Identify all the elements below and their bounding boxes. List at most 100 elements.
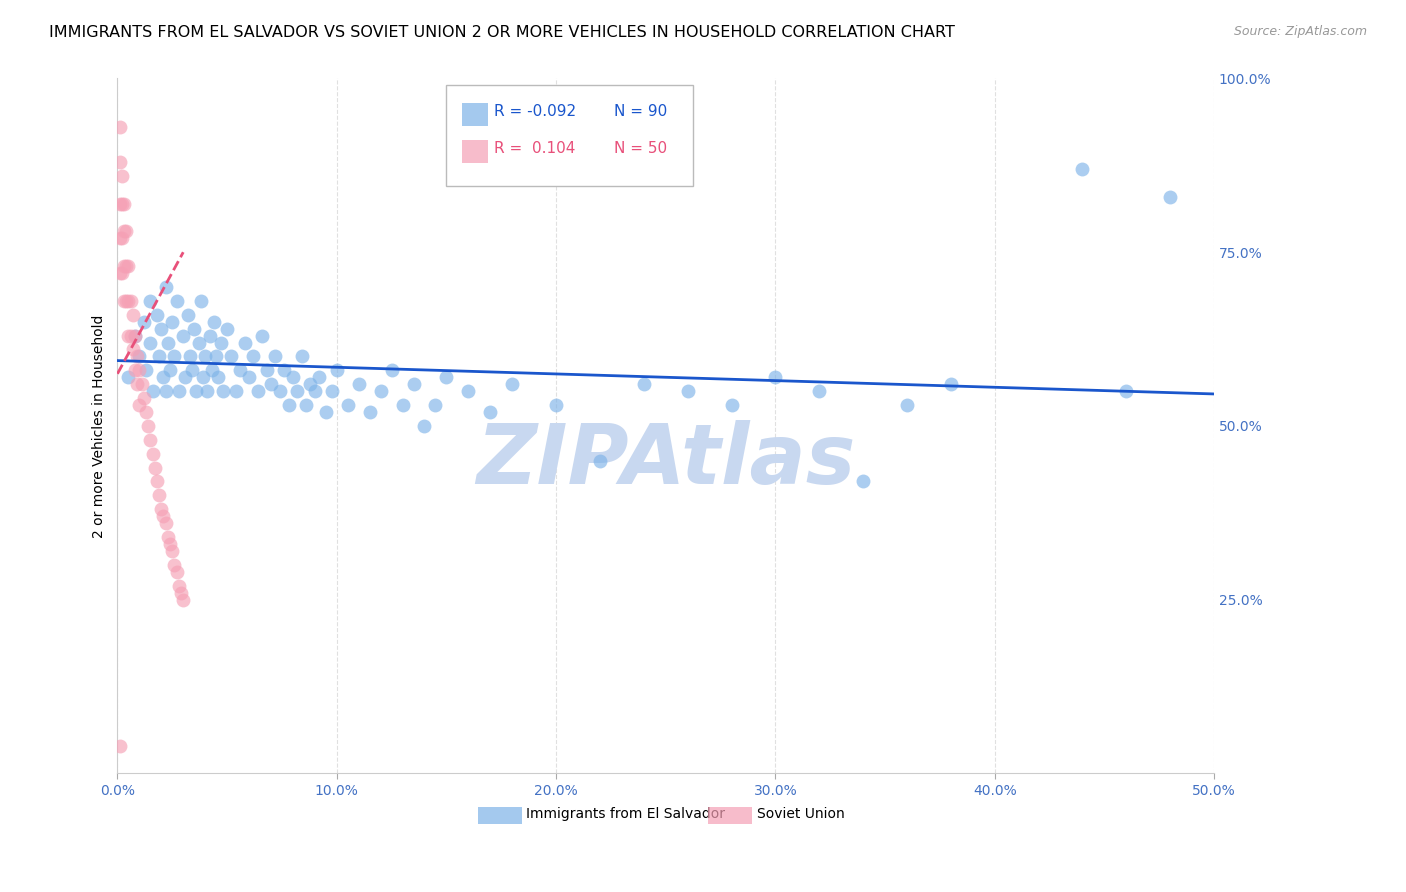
- Point: [155, 516, 177, 531]
- Point: [479, 405, 502, 419]
- FancyBboxPatch shape: [461, 140, 488, 162]
- Text: R =  0.104: R = 0.104: [494, 141, 575, 156]
- Point: [207, 370, 229, 384]
- Point: [260, 377, 283, 392]
- Point: [108, 196, 131, 211]
- Point: [111, 196, 134, 211]
- Point: [544, 398, 567, 412]
- Point: [148, 350, 170, 364]
- Point: [808, 384, 831, 399]
- Point: [291, 350, 314, 364]
- Point: [150, 502, 173, 516]
- Point: [676, 384, 699, 399]
- Point: [117, 293, 139, 308]
- Point: [202, 315, 225, 329]
- Point: [501, 377, 523, 392]
- Point: [939, 377, 962, 392]
- Point: [112, 259, 135, 273]
- Point: [195, 384, 218, 399]
- Point: [155, 384, 177, 399]
- Point: [183, 321, 205, 335]
- Point: [211, 384, 233, 399]
- Point: [156, 530, 179, 544]
- Point: [136, 418, 159, 433]
- Point: [127, 377, 149, 392]
- Point: [179, 350, 201, 364]
- Point: [108, 231, 131, 245]
- Point: [229, 363, 252, 377]
- Point: [146, 308, 169, 322]
- Point: [413, 418, 436, 433]
- Point: [127, 350, 149, 364]
- Point: [264, 350, 287, 364]
- Point: [174, 370, 197, 384]
- Point: [246, 384, 269, 399]
- Point: [633, 377, 655, 392]
- Point: [121, 308, 143, 322]
- Point: [141, 384, 163, 399]
- Point: [191, 370, 214, 384]
- Text: Immigrants from El Salvador: Immigrants from El Salvador: [526, 806, 725, 821]
- Text: ZIPAtlas: ZIPAtlas: [477, 420, 855, 501]
- Point: [111, 169, 134, 183]
- Point: [166, 293, 188, 308]
- Point: [176, 308, 198, 322]
- Point: [217, 321, 239, 335]
- Point: [162, 315, 184, 329]
- Point: [135, 363, 157, 377]
- Point: [457, 384, 479, 399]
- Point: [162, 544, 184, 558]
- Point: [115, 293, 138, 308]
- Point: [181, 363, 204, 377]
- Point: [155, 280, 177, 294]
- Point: [139, 433, 162, 447]
- Point: [198, 328, 221, 343]
- Point: [120, 328, 142, 343]
- Point: [112, 224, 135, 238]
- Point: [896, 398, 918, 412]
- Point: [146, 475, 169, 489]
- Point: [167, 384, 190, 399]
- Point: [336, 398, 359, 412]
- Point: [242, 350, 264, 364]
- Point: [135, 405, 157, 419]
- Point: [381, 363, 404, 377]
- Point: [117, 328, 139, 343]
- Point: [131, 377, 153, 392]
- Point: [425, 398, 447, 412]
- Point: [139, 293, 162, 308]
- Point: [256, 363, 278, 377]
- Text: R = -0.092: R = -0.092: [494, 104, 575, 120]
- Point: [370, 384, 392, 399]
- Text: N = 90: N = 90: [614, 104, 668, 120]
- Point: [124, 328, 146, 343]
- Point: [156, 335, 179, 350]
- Text: Source: ZipAtlas.com: Source: ZipAtlas.com: [1233, 25, 1367, 38]
- Point: [238, 370, 260, 384]
- Point: [111, 231, 134, 245]
- Point: [359, 405, 381, 419]
- Point: [326, 363, 349, 377]
- Point: [277, 398, 299, 412]
- Y-axis label: 2 or more Vehicles in Household: 2 or more Vehicles in Household: [93, 314, 107, 538]
- Point: [141, 447, 163, 461]
- FancyBboxPatch shape: [461, 103, 488, 126]
- Point: [128, 398, 150, 412]
- Point: [391, 398, 413, 412]
- Point: [720, 398, 742, 412]
- Point: [152, 370, 174, 384]
- Point: [108, 154, 131, 169]
- Point: [128, 350, 150, 364]
- Point: [117, 370, 139, 384]
- Point: [402, 377, 425, 392]
- Point: [152, 509, 174, 524]
- Point: [299, 377, 322, 392]
- Point: [166, 565, 188, 579]
- Point: [225, 384, 247, 399]
- Point: [589, 453, 612, 467]
- Point: [163, 558, 186, 572]
- Point: [115, 224, 138, 238]
- Point: [108, 739, 131, 753]
- Point: [315, 405, 337, 419]
- Point: [112, 293, 135, 308]
